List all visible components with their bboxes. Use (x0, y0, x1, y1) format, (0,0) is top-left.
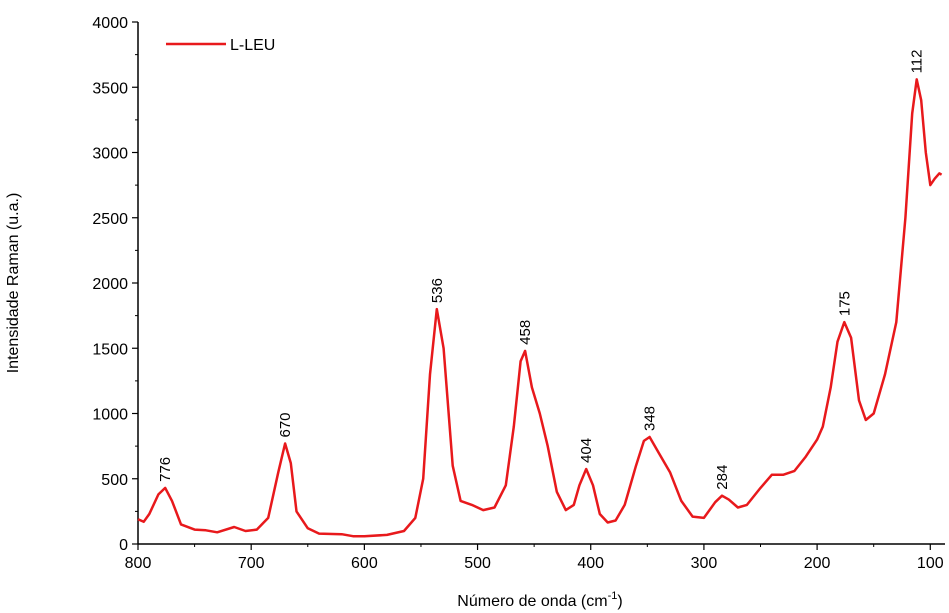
y-tick-label: 1500 (92, 341, 128, 358)
y-tick-label: 1000 (92, 407, 128, 424)
y-tick-label: 2500 (92, 211, 128, 228)
x-tick-label: 600 (351, 555, 378, 572)
x-tick-label: 100 (917, 555, 944, 572)
peak-label: 458 (517, 320, 534, 345)
x-tick-label: 500 (464, 555, 491, 572)
peak-label: 112 (909, 49, 926, 73)
x-tick-label: 400 (577, 555, 604, 572)
peak-label: 404 (578, 438, 595, 463)
peak-label: 670 (277, 412, 294, 437)
peak-label: 776 (157, 457, 174, 482)
x-axis-label-sup: -1 (608, 590, 618, 602)
peak-label: 175 (836, 291, 853, 316)
x-tick-label: 200 (804, 555, 831, 572)
y-tick-label: 2000 (92, 276, 128, 293)
x-tick-label: 700 (238, 555, 265, 572)
y-tick-label: 3000 (92, 146, 128, 163)
x-tick-label: 300 (691, 555, 718, 572)
x-axis-label: Número de onda (cm-1) (457, 590, 622, 610)
x-axis-label-suffix: ) (617, 593, 622, 610)
x-axis-label-text: Número de onda (cm (457, 593, 607, 610)
y-tick-label: 500 (101, 472, 128, 489)
peak-label: 536 (429, 278, 446, 303)
x-tick-label: 800 (125, 555, 152, 572)
legend-label: L-LEU (230, 37, 275, 54)
series-line (137, 78, 943, 538)
y-tick-label: 0 (119, 537, 128, 554)
y-tick-label: 4000 (92, 15, 128, 32)
peak-label: 284 (714, 465, 731, 490)
peak-label: 348 (642, 406, 659, 431)
y-tick-label: 3500 (92, 80, 128, 97)
y-axis-label: Intensidade Raman (u.a.) (5, 193, 22, 374)
